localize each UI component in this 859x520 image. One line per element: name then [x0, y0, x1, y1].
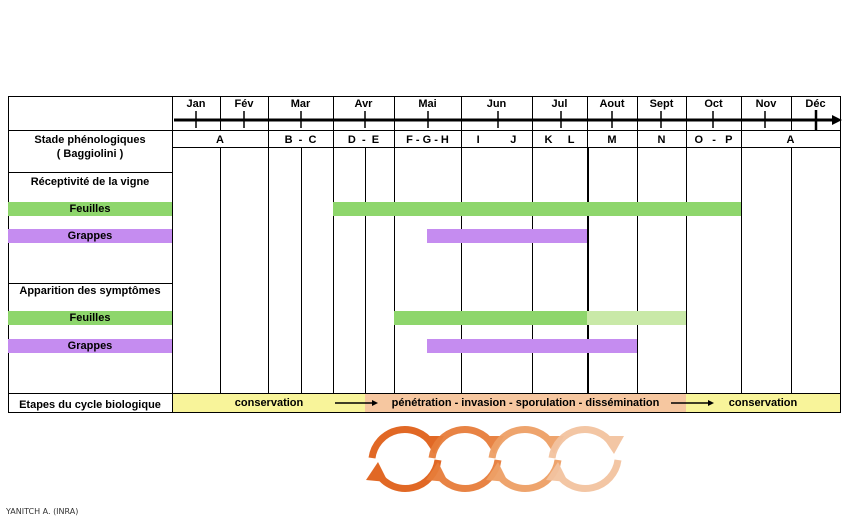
grid-line [172, 147, 840, 148]
grid-line [394, 96, 395, 130]
conservation-1-text: conservation [234, 397, 304, 409]
month-label: Avr [354, 98, 373, 110]
grid-line [791, 147, 792, 393]
infection-text: pénétration - invasion - sporulation - d… [391, 397, 660, 409]
grid-line [8, 172, 172, 173]
conservation-2-text: conservation [728, 397, 798, 409]
grid-line [840, 96, 841, 413]
stage-label: O - P [694, 134, 733, 146]
label-stade: Stade phénologiques [34, 134, 146, 146]
receptivite-grappes-bar [427, 229, 587, 243]
cycle-arrow-icon [546, 426, 624, 492]
cycle-arrows-illustration [366, 426, 624, 492]
grid-line [172, 96, 173, 413]
grid-line [637, 147, 638, 393]
grid-line [365, 147, 366, 393]
grid-line [394, 130, 395, 147]
symptomes-feuilles-bar-late [587, 311, 686, 325]
grid-line [461, 130, 462, 147]
month-label: Oct [704, 98, 723, 110]
grid-line [637, 130, 638, 147]
grid-line [8, 393, 840, 394]
label-receptivite: Réceptivité de la vigne [30, 176, 150, 188]
axis-arrowhead-icon [832, 115, 842, 125]
grid-line [333, 96, 334, 130]
grid-line [686, 130, 687, 147]
grid-line [333, 130, 334, 147]
grid-line [220, 147, 221, 393]
receptivite-feuilles-bar [333, 202, 741, 216]
symptomes-grappes-bar [427, 339, 637, 353]
grid-line [532, 96, 533, 130]
month-label: Jul [551, 98, 568, 110]
grid-line [532, 130, 533, 147]
grid-line [220, 96, 221, 130]
conservation-2: conservation [686, 394, 840, 412]
stage-label: N [657, 134, 666, 146]
grid-line [791, 96, 792, 130]
receptivite-feuilles-label: Feuilles [8, 202, 172, 216]
grid-line [587, 96, 588, 130]
grid-line [741, 96, 742, 130]
stage-label: I J [476, 134, 517, 146]
month-label: Aout [599, 98, 625, 110]
month-label: Jan [186, 98, 206, 110]
stage-label: D - E [347, 134, 380, 146]
grid-line [741, 147, 742, 393]
month-label: Sept [649, 98, 674, 110]
grid-line [686, 147, 687, 393]
stage-label: B - C [284, 134, 317, 146]
month-label: Mar [290, 98, 311, 110]
grid-line [532, 147, 533, 393]
infection-phase: pénétration - invasion - sporulation - d… [365, 394, 686, 412]
month-label: Jun [486, 98, 507, 110]
grid-line [268, 130, 269, 147]
label-etapes: Etapes du cycle biologique [19, 399, 161, 411]
receptivite-grappes-label: Grappes [8, 229, 172, 243]
grid-line [461, 147, 462, 393]
arrow-right-icon [671, 400, 714, 406]
grid-line [333, 147, 334, 393]
grid-line [741, 130, 742, 147]
label-apparition: Apparition des symptômes [19, 285, 161, 297]
grid-line [8, 96, 840, 97]
grid-line [394, 147, 395, 393]
label-stade-sub: ( Baggiolini ) [56, 148, 124, 160]
symptomes-feuilles-label: Feuilles [8, 311, 172, 325]
month-label: Nov [755, 98, 777, 110]
grid-line [587, 130, 588, 147]
grid-line [8, 412, 840, 413]
stage-label: M [607, 134, 617, 146]
grid-line [301, 147, 302, 393]
grid-line [461, 96, 462, 130]
grid-line [8, 283, 172, 284]
stage-label: F - G - H [406, 134, 449, 146]
symptomes-feuilles-bar [394, 311, 587, 325]
grid-line [268, 147, 269, 393]
month-label: Fév [234, 98, 254, 110]
time-axis [174, 110, 842, 131]
symptomes-grappes-label: Grappes [8, 339, 172, 353]
conservation-1: conservation [173, 394, 365, 412]
grid-line [686, 96, 687, 130]
stage-label: K L [544, 134, 575, 146]
grid-line [8, 130, 840, 131]
grid-line [587, 147, 589, 393]
month-label: Déc [805, 98, 826, 110]
grid-line [8, 96, 9, 413]
stage-label: A [786, 134, 795, 146]
stage-label: A [216, 134, 224, 146]
arrow-right-icon [335, 400, 378, 406]
month-label: Mai [418, 98, 437, 110]
credit: YANITCH A. (INRA) [6, 507, 79, 516]
grid-line [268, 96, 269, 130]
grid-line [637, 96, 638, 130]
